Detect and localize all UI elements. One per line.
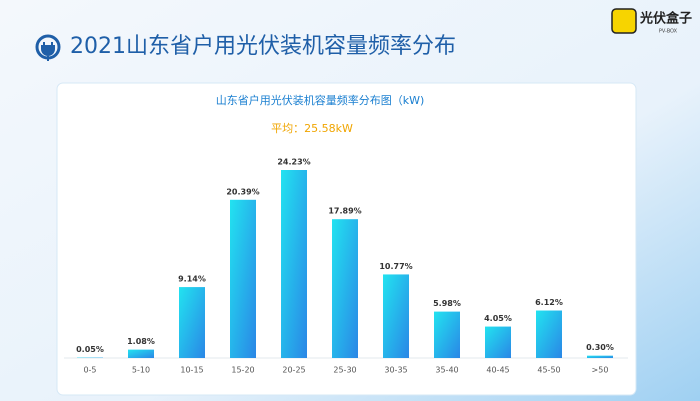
x-tick-label: 35-40 [435,366,458,375]
x-tick-label: 15-20 [231,366,254,375]
bar [332,219,358,358]
value-label: 5.98% [433,299,461,308]
x-tick-label: 5-10 [132,366,150,375]
bar [485,326,511,358]
bar [128,349,154,358]
chart-title: 山东省户用光伏装机容量频率分布图（kW) [216,93,425,107]
x-tick-label: 10-15 [180,366,203,375]
value-label: 4.05% [484,314,512,323]
page-title: 2021山东省户用光伏装机容量频率分布 [70,34,456,59]
bar [230,199,256,358]
logo-text: 光伏盒子 [639,11,692,27]
bar [383,274,409,358]
value-label: 10.77% [379,262,412,271]
x-tick-label: 0-5 [83,366,96,375]
value-label: 0.05% [76,345,104,354]
x-tick-label: 20-25 [282,366,305,375]
logo-subtext: PV-BOX [659,29,678,35]
bar [281,170,307,358]
value-label: 1.08% [127,337,155,346]
bar [434,311,460,358]
x-tick-label: 30-35 [384,366,407,375]
x-tick-label: 45-50 [537,366,560,375]
bar [536,310,562,358]
value-label: 20.39% [226,187,259,196]
logo-icon [611,8,637,34]
bar [179,287,205,358]
x-tick-label: 25-30 [333,366,356,375]
x-tick-label: >50 [592,366,609,375]
x-tick-label: 40-45 [486,366,509,375]
chart-subtitle: 平均：25.58kW [271,122,353,135]
value-label: 17.89% [328,207,361,216]
bar [587,355,613,358]
value-label: 6.12% [535,298,563,307]
value-label: 9.14% [178,275,206,284]
value-label: 0.30% [586,343,614,352]
plug-icon [41,42,55,61]
value-label: 24.23% [277,158,310,167]
